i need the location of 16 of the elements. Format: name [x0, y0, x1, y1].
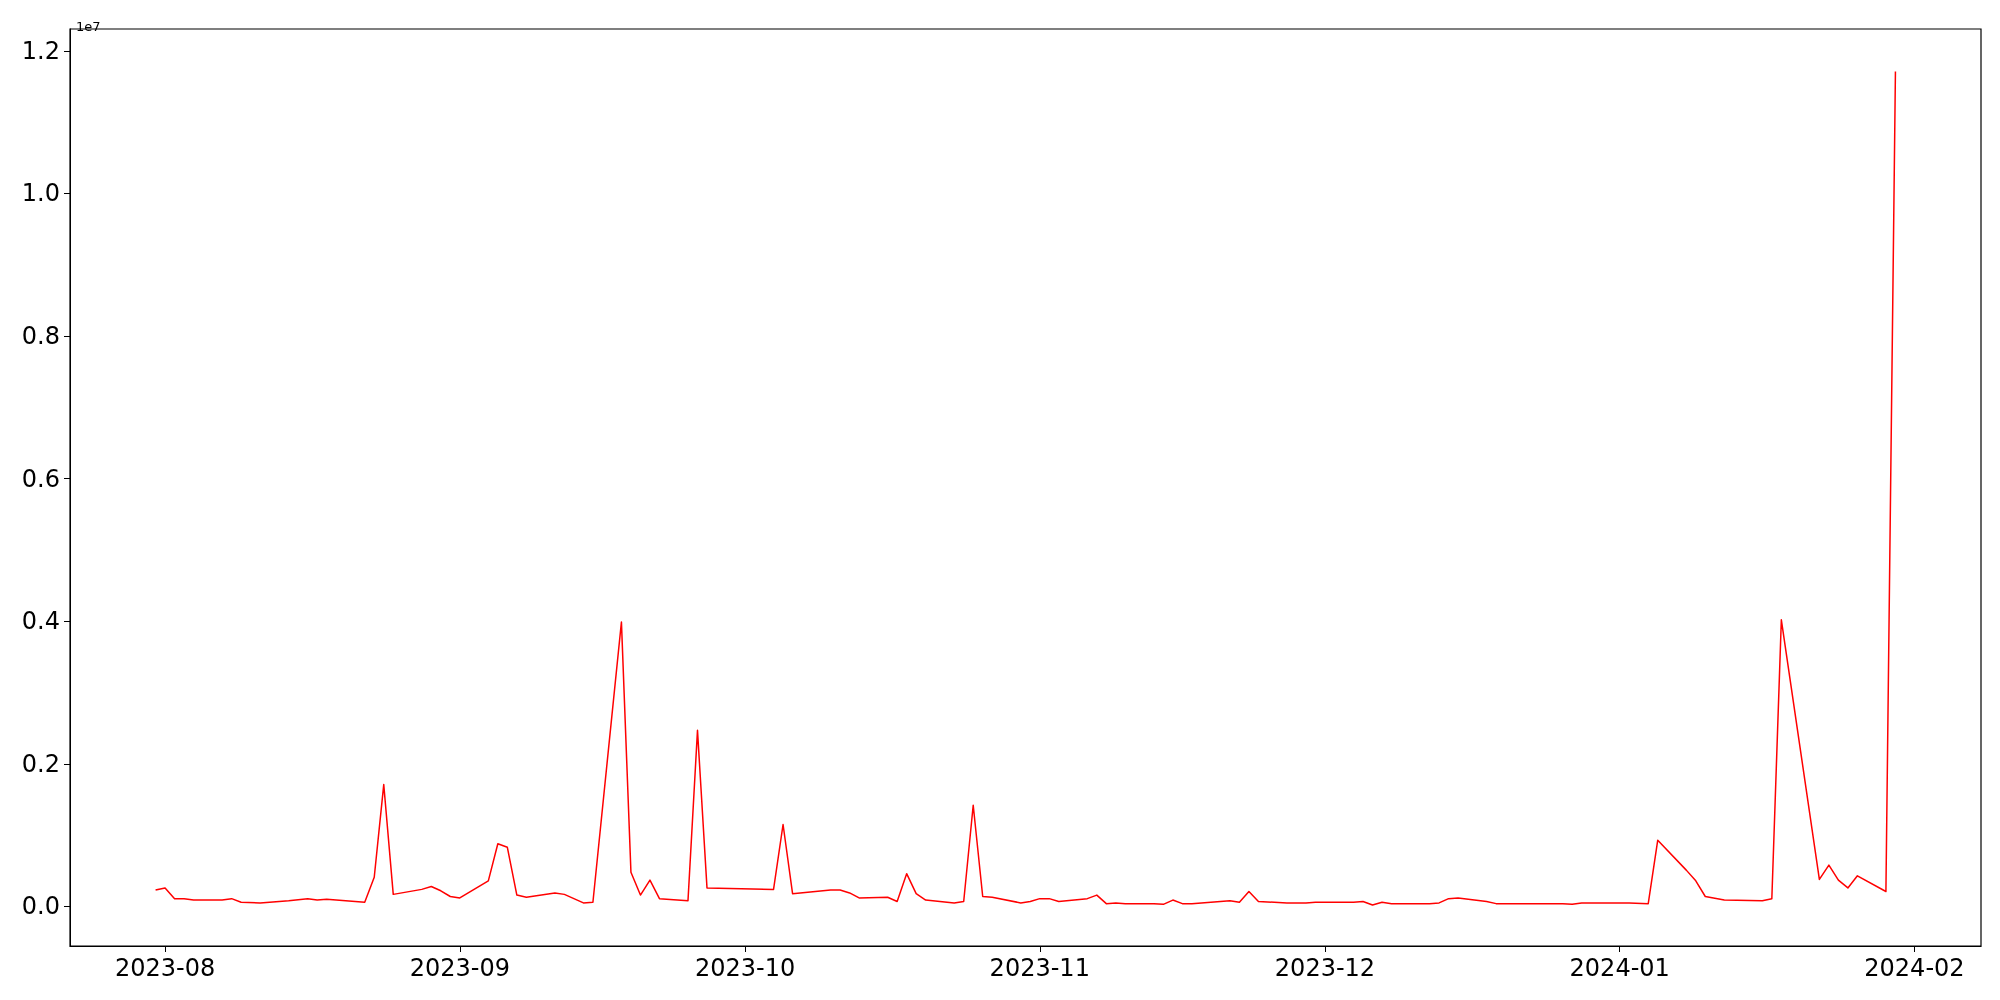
- y-tick-label: 0.8: [21, 322, 60, 350]
- y-tick-label: 1.2: [21, 36, 60, 65]
- y-tick-label: 0.6: [21, 464, 60, 493]
- x-tick-label: 2023-08: [114, 954, 216, 982]
- x-tick-label: 2024-02: [1864, 954, 1965, 982]
- y-tick-label: 1.0: [21, 179, 60, 208]
- x-tick-label: 2023-10: [694, 954, 796, 982]
- y-tick-label: 0.2: [21, 749, 60, 778]
- y-tick-label: 0.0: [21, 892, 60, 921]
- x-tick-label: 2023-11: [989, 954, 1090, 982]
- line-series: [154, 70, 1897, 906]
- y-tick-label: 0.4: [21, 607, 60, 636]
- annotation: 1e7: [76, 19, 101, 34]
- x-tick-label: 2023-09: [409, 954, 510, 982]
- x-tick-label: 2023-12: [1274, 954, 1376, 982]
- x-tick-label: 2024-01: [1569, 954, 1670, 982]
